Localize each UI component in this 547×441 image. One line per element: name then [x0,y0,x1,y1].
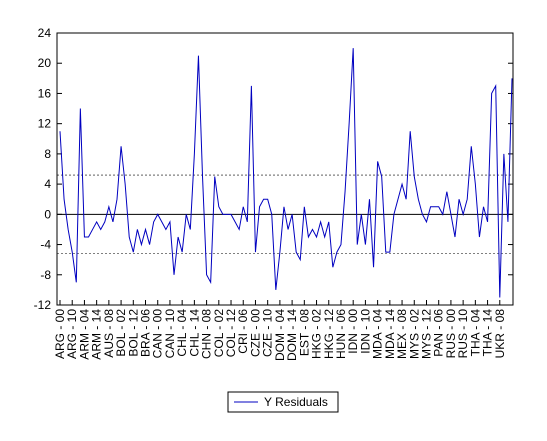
x-tick-label: CAN - 00 [151,309,165,359]
x-tick-label: DOM - 14 [285,309,299,361]
x-tick-label: THA - 14 [481,309,495,357]
y-tick-label: -4 [40,238,51,252]
x-tick-label: ARM - 04 [77,309,91,360]
x-tick-label: BOL - 02 [114,309,128,357]
y-tick-label: 12 [38,117,52,131]
x-tick-label: MYS - 12 [419,309,433,359]
x-tick-label: HUN - 06 [334,309,348,359]
y-tick-label: 24 [38,26,52,40]
x-tick-label: IDN - 00 [346,309,360,354]
x-tick-label: MYS - 02 [407,309,421,359]
x-tick-label: ARG - 00 [53,309,67,359]
legend-box [227,391,339,413]
plot-frame [56,32,514,306]
x-tick-label: EST - 08 [297,309,311,356]
y-tick-label: -12 [34,298,52,312]
x-tick-label: UKR - 08 [493,309,507,359]
x-tick-label: CHL - 04 [175,309,189,357]
x-tick-label: COL - 12 [224,309,238,358]
x-tick-label: CRI - 06 [236,309,250,354]
x-tick-label: CHN - 08 [200,309,214,359]
y-tick-label: 20 [38,56,52,70]
x-tick-label: CZE - 00 [248,309,262,357]
x-tick-label: ARM - 14 [90,309,104,360]
x-tick-label: BOL - 12 [126,309,140,357]
x-tick-label: HKG - 02 [310,309,324,359]
x-tick-label: CAN - 10 [163,309,177,359]
x-tick-label: COL - 02 [212,309,226,358]
x-tick-label: MDA - 14 [383,309,397,359]
x-tick-label: BRA - 06 [139,309,153,357]
x-tick-label: PAN - 06 [432,309,446,357]
y-tick-label: 16 [38,86,52,100]
y-tick-label: 8 [44,147,51,161]
y-tick-label: 0 [44,207,51,221]
x-tick-label: HKG - 12 [322,309,336,359]
series-line [59,48,513,298]
x-tick-label: CZE - 10 [261,309,275,357]
legend-label: Y Residuals [264,395,328,409]
y-tick-label: -8 [40,268,51,282]
x-tick-label: RUS - 10 [456,309,470,359]
x-tick-label: CHL - 14 [187,309,201,357]
x-tick-label: AUS - 08 [102,309,116,358]
x-tick-label: DOM - 04 [273,309,287,361]
x-tick-label: IDN - 10 [358,309,372,354]
y-tick-label: 4 [44,177,51,191]
x-tick-label: MDA - 04 [371,309,385,359]
x-tick-label: THA - 04 [468,309,482,357]
x-tick-label: RUS - 00 [444,309,458,359]
x-tick-label: MEX - 08 [395,309,409,359]
x-tick-label: ARG - 10 [65,309,79,359]
